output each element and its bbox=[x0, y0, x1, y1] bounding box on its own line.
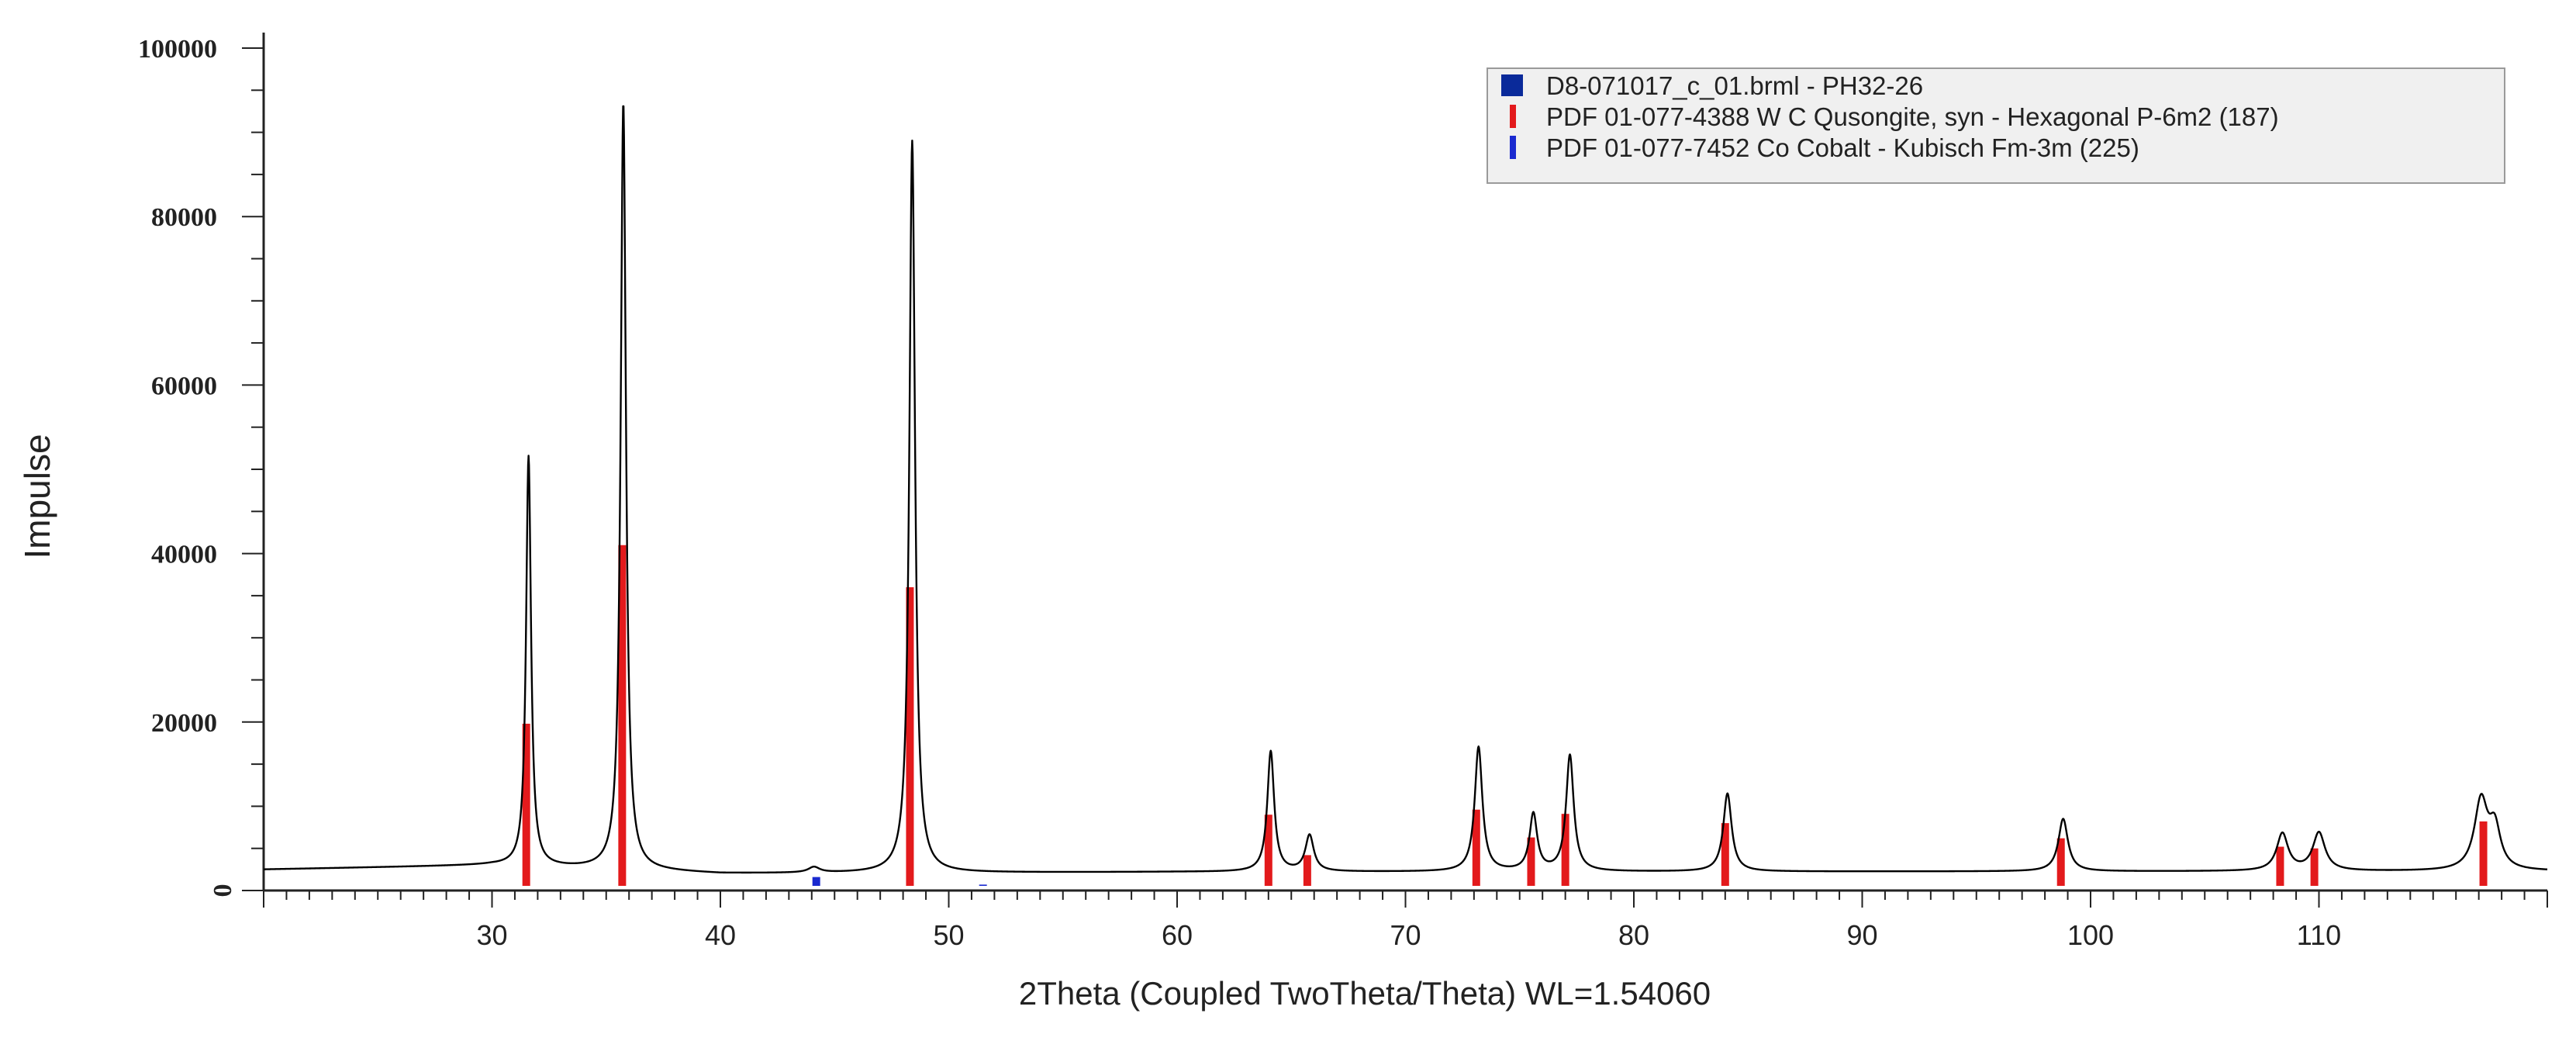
axes: 30 40 50 60 70 80 90 100 110 0 20000 40000 60000 8000… bbox=[138, 33, 2548, 951]
reference-bar bbox=[979, 884, 987, 886]
x-axis-label: 2Theta (Coupled TwoTheta/Theta) WL=1.540… bbox=[1019, 975, 1711, 1012]
y-tick-label: 60000 bbox=[151, 372, 217, 400]
legend-entry-label: D8-071017_c_01.brml - PH32-26 bbox=[1546, 71, 1923, 100]
x-tick-label: 110 bbox=[2297, 919, 2341, 951]
x-tick-label: 30 bbox=[476, 919, 507, 951]
reference-bar bbox=[812, 877, 820, 886]
y-tick-label: 100000 bbox=[138, 35, 217, 64]
legend-entry-label: PDF 01-077-4388 W C Qusongite, syn - Hex… bbox=[1546, 102, 2279, 131]
reference-bar bbox=[2276, 846, 2284, 886]
reference-bar bbox=[1527, 837, 1535, 886]
legend-swatch-bar bbox=[1510, 105, 1516, 128]
axis-labels: 2Theta (Coupled TwoTheta/Theta) WL=1.540… bbox=[17, 434, 1711, 1012]
diffraction-pattern-line bbox=[263, 105, 2548, 874]
legend-swatch-bar bbox=[1510, 136, 1516, 159]
legend-box bbox=[1487, 67, 2505, 184]
reference-bars bbox=[522, 545, 2488, 886]
series-layer bbox=[263, 105, 2548, 874]
reference-bar bbox=[1472, 809, 1480, 886]
reference-bar bbox=[618, 545, 627, 886]
legend-swatch-square bbox=[1501, 74, 1523, 96]
x-tick-label: 90 bbox=[1846, 919, 1877, 951]
reference-bar bbox=[2056, 838, 2065, 886]
x-tick-label: 70 bbox=[1390, 919, 1421, 951]
y-tick-label: 40000 bbox=[151, 541, 217, 569]
y-tick-label: 80000 bbox=[151, 203, 217, 232]
y-tick-label: 0 bbox=[209, 884, 237, 897]
reference-bar bbox=[1721, 823, 1729, 886]
reference-bar bbox=[2310, 848, 2319, 886]
reference-bar bbox=[522, 723, 530, 886]
x-tick-label: 80 bbox=[1618, 919, 1649, 951]
legend-entry-label: PDF 01-077-7452 Co Cobalt - Kubisch Fm-3… bbox=[1546, 133, 2139, 162]
reference-bar bbox=[1264, 814, 1272, 886]
reference-bar bbox=[1561, 814, 1569, 886]
reference-bar bbox=[1303, 855, 1311, 886]
reference-bar bbox=[906, 587, 914, 886]
y-axis-label: Impulse bbox=[17, 434, 57, 559]
reference-bar bbox=[2479, 821, 2488, 886]
y-tick-label: 20000 bbox=[151, 709, 217, 738]
x-tick-label: 50 bbox=[933, 919, 964, 951]
x-tick-label: 60 bbox=[1162, 919, 1193, 951]
x-tick-label: 40 bbox=[705, 919, 736, 951]
x-tick-label: 100 bbox=[2067, 919, 2114, 951]
